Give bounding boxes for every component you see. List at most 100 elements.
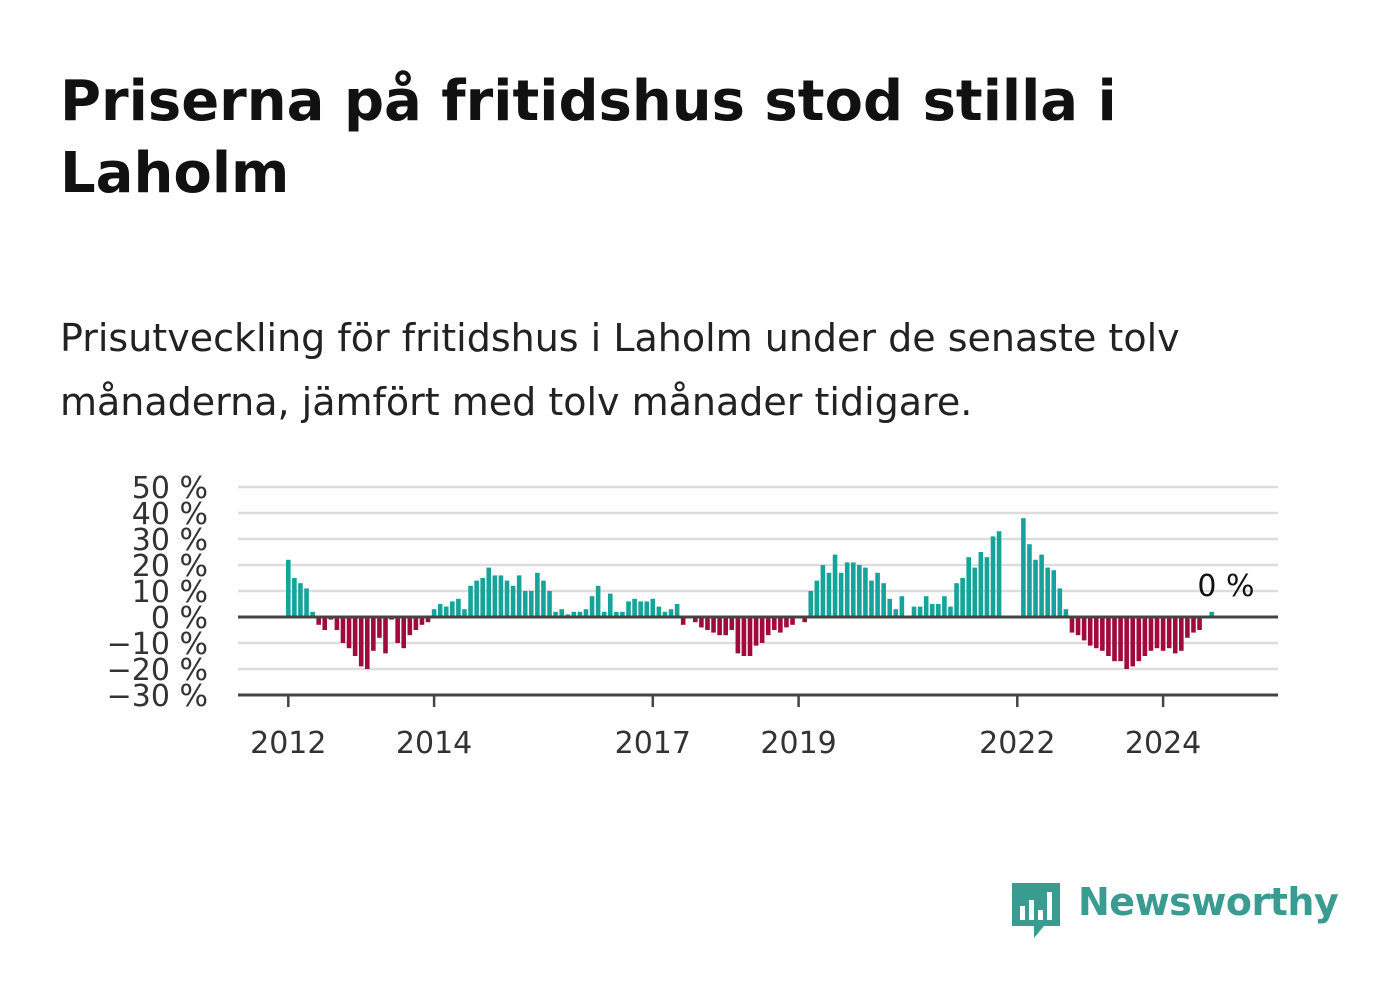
bar xyxy=(1075,617,1081,636)
bar xyxy=(844,562,850,617)
bar xyxy=(832,554,838,617)
bar xyxy=(547,591,552,617)
bar xyxy=(474,580,479,617)
bar xyxy=(632,598,637,617)
bar xyxy=(450,601,455,617)
bar xyxy=(1118,617,1123,662)
bar xyxy=(1081,617,1087,641)
bar xyxy=(1148,617,1154,651)
bar xyxy=(759,617,765,643)
bar xyxy=(310,611,315,617)
bar xyxy=(1069,617,1075,633)
x-tick-label: 2012 xyxy=(250,726,326,761)
bar xyxy=(923,596,929,617)
bar xyxy=(838,572,844,617)
bar xyxy=(638,601,643,617)
bar xyxy=(1087,617,1093,646)
bar xyxy=(802,617,807,623)
bar xyxy=(480,578,485,617)
bar xyxy=(820,565,826,617)
bar xyxy=(419,617,425,625)
x-tick-label: 2014 xyxy=(396,726,472,761)
bar xyxy=(711,617,716,633)
bar xyxy=(334,617,340,630)
bar xyxy=(498,575,504,617)
bars xyxy=(286,518,1214,669)
x-tick-label: 2017 xyxy=(615,726,691,761)
bar xyxy=(881,583,886,617)
bar xyxy=(1179,617,1184,651)
bar xyxy=(431,609,437,617)
chart-title: Priserna på fritidshus stod stilla i Lah… xyxy=(60,69,1117,206)
bar xyxy=(869,580,874,617)
bar xyxy=(778,617,783,633)
bar xyxy=(437,604,443,617)
bar xyxy=(504,580,510,617)
y-tick-label: 0 % xyxy=(151,601,208,636)
bar xyxy=(358,617,364,667)
bar xyxy=(978,552,984,617)
bar xyxy=(875,572,880,617)
last-value-label: 0 % xyxy=(1197,569,1254,604)
bar xyxy=(887,598,893,617)
bar xyxy=(899,596,905,617)
bar xyxy=(814,580,820,617)
bar xyxy=(680,617,686,625)
bar xyxy=(1130,617,1136,667)
bar xyxy=(1057,588,1063,617)
bar xyxy=(911,606,917,617)
bar xyxy=(850,562,856,617)
bar xyxy=(1209,611,1214,617)
bar xyxy=(826,572,832,617)
bar xyxy=(1112,617,1117,662)
bar xyxy=(1093,617,1099,649)
axes xyxy=(238,615,1278,707)
x-tick-label: 2019 xyxy=(760,726,836,761)
bar xyxy=(322,617,328,630)
bar xyxy=(583,609,589,617)
bar xyxy=(741,617,747,656)
bar xyxy=(559,609,564,617)
bar xyxy=(614,611,619,617)
bar xyxy=(553,611,558,617)
bar xyxy=(522,591,528,617)
bar xyxy=(735,617,741,654)
bar xyxy=(929,604,935,617)
bar xyxy=(626,601,631,617)
bar xyxy=(371,617,376,651)
bar xyxy=(620,611,625,617)
bar xyxy=(571,611,577,617)
bar xyxy=(808,591,814,617)
bar xyxy=(1172,617,1178,654)
brand-logo: Newsworthy xyxy=(1010,878,1339,942)
bar xyxy=(1106,617,1111,656)
y-tick-label: 40 % xyxy=(132,497,208,532)
y-tick-label: −20 % xyxy=(107,653,208,688)
bar xyxy=(662,611,668,617)
bar xyxy=(364,617,370,669)
bar xyxy=(942,596,947,617)
bar xyxy=(346,617,352,649)
bar xyxy=(292,578,297,617)
bar xyxy=(413,617,419,630)
x-tick-label: 2024 xyxy=(1125,726,1201,761)
y-axis-tick-labels: 50 %40 %30 %20 %10 %0 %−10 %−20 %−30 % xyxy=(107,471,208,714)
bar xyxy=(644,601,650,617)
bar xyxy=(893,609,899,617)
bar-chart: 50 %40 %30 %20 %10 %0 %−10 %−20 %−30 % 2… xyxy=(107,471,1278,761)
bar xyxy=(723,617,728,636)
bar xyxy=(541,580,546,617)
bar xyxy=(717,617,722,636)
y-tick-label: −10 % xyxy=(107,627,208,662)
bar xyxy=(468,585,473,617)
x-tick-label: 2022 xyxy=(979,726,1055,761)
bar xyxy=(595,585,601,617)
bar xyxy=(286,559,291,617)
bar xyxy=(535,572,540,617)
bar xyxy=(790,617,795,625)
bar xyxy=(966,557,971,617)
bar xyxy=(1100,617,1105,651)
y-tick-label: 50 % xyxy=(132,471,208,506)
bar xyxy=(863,567,868,617)
bar xyxy=(1154,617,1160,649)
